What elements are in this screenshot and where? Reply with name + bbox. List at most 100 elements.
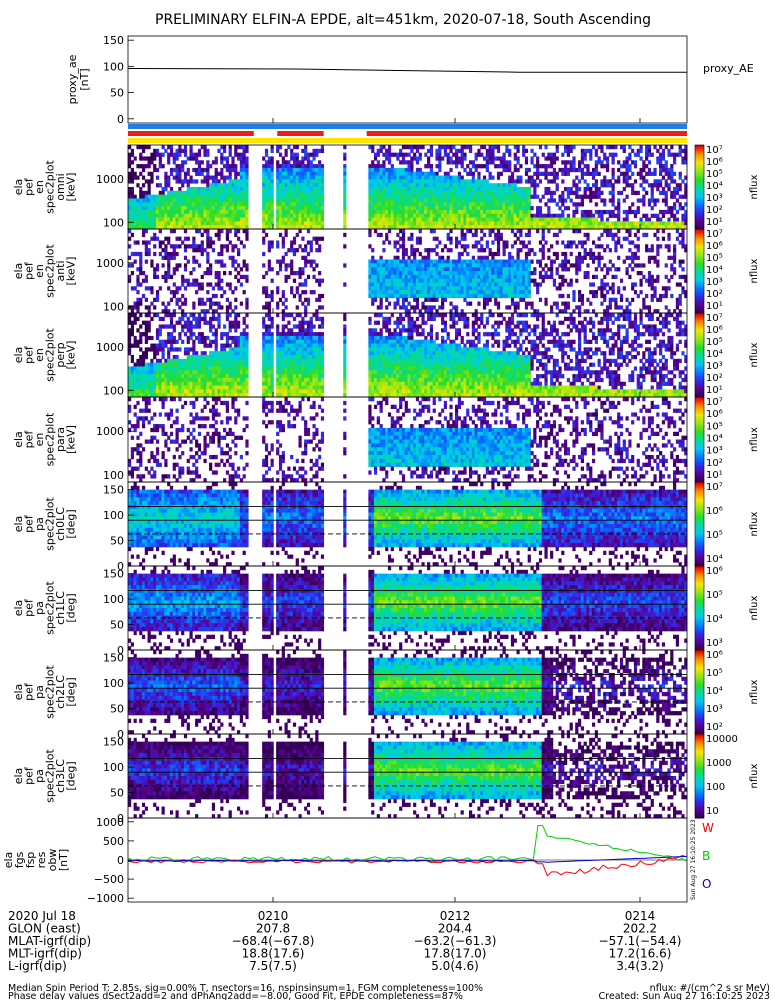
heatmap-cell [239,209,243,215]
heatmap-cell [421,217,425,222]
heatmap-cell [200,225,204,230]
heatmap-cell [508,148,512,154]
heatmap-cell [270,225,274,230]
heatmap-cell [466,244,470,249]
heatmap-cell [128,156,132,161]
heatmap-cell [139,251,143,257]
heatmap-cell [231,206,235,211]
heatmap-cell [410,282,414,287]
heatmap-cell [141,385,146,390]
heatmap-cell [371,145,375,150]
heatmap-cell [290,171,294,176]
heatmap-cell [164,370,168,375]
heatmap-cell [468,160,473,165]
heatmap-cell [499,282,503,287]
heatmap-cell [519,225,523,230]
heatmap-cell [474,244,478,249]
heatmap-cell [390,152,394,157]
heatmap-cell [161,225,165,230]
heatmap-cell [164,236,168,241]
heatmap-cell [427,202,431,207]
heatmap-cell [379,213,383,218]
heatmap-cell [309,160,313,165]
heatmap-cell [214,217,218,222]
heatmap-cell [468,274,473,280]
heatmap-cell [488,209,492,215]
heatmap-cell [141,351,146,356]
heatmap-cell [516,259,520,264]
heatmap-cell [242,156,246,161]
heatmap-cell [684,290,688,295]
heatmap-cell [379,259,383,264]
heatmap-cell [586,194,590,199]
heatmap-cell [234,164,238,169]
heatmap-cell [410,274,414,280]
heatmap-cell [424,179,428,184]
heatmap-cell [460,209,464,215]
heatmap-cell [505,190,509,196]
heatmap-cell [234,171,238,176]
heatmap-cell [642,297,646,302]
heatmap-cell [477,259,481,264]
heatmap-cell [301,255,305,260]
heatmap-cell [225,221,230,226]
heatmap-cell [284,221,288,226]
heatmap-cell [264,225,269,230]
heatmap-cell [519,248,523,253]
heatmap-cell [536,225,540,230]
heatmap-cell [496,198,501,203]
heatmap-cell [449,282,453,287]
heatmap-cell [580,160,584,165]
heatmap-cell [264,175,269,180]
heatmap-cell [228,225,232,230]
heatmap-cell [494,274,498,280]
heatmap-cell [653,171,657,176]
heatmap-cell [569,251,573,257]
heatmap-cell [343,263,347,268]
heatmap-cell [211,240,216,245]
heatmap-cell [438,274,442,280]
heatmap-cell [153,244,157,249]
heatmap-cell [206,160,210,165]
heatmap-cell [418,183,422,188]
heatmap-cell [491,251,495,257]
heatmap-cell [278,171,283,176]
heatmap-cell [544,156,548,161]
heatmap-cell [262,171,266,176]
heatmap-cell [653,221,657,226]
heatmap-cell [130,213,134,218]
heatmap-cell [295,202,299,207]
heatmap-cell [622,259,626,264]
heatmap-cell [530,213,534,218]
heatmap-cell [147,209,151,215]
heatmap-cell [443,175,448,180]
heatmap-cell [373,263,378,268]
heatmap-cell [144,339,148,344]
heatmap-cell [130,232,134,238]
heatmap-cell [304,209,308,215]
heatmap-cell [175,209,179,215]
heatmap-cell [418,187,422,192]
heatmap-cell [239,206,243,211]
heatmap-cell [396,297,400,302]
heatmap-cell [594,217,598,222]
heatmap-cell [474,190,478,196]
heatmap-cell [591,171,596,176]
heatmap-cell [410,217,414,222]
heatmap-cell [172,175,176,180]
heatmap-cell [368,232,372,238]
heatmap-cell [552,251,557,257]
heatmap-cell [172,271,176,276]
heatmap-cell [552,167,557,173]
heatmap-cell [645,148,649,154]
heatmap-cell [619,171,624,176]
heatmap-cell [664,190,668,196]
heatmap-cell [133,374,137,379]
heatmap-cell [320,217,325,222]
heatmap-cell [211,187,216,192]
heatmap-cell [659,156,663,161]
heatmap-cell [399,152,403,157]
heatmap-cell [387,175,392,180]
heatmap-cell [278,297,283,302]
heatmap-cell [209,244,213,249]
